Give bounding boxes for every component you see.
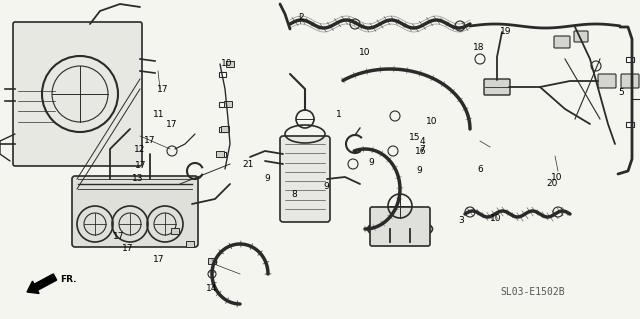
Text: 20: 20 <box>546 179 557 188</box>
FancyBboxPatch shape <box>370 207 430 246</box>
Text: 10: 10 <box>551 173 563 182</box>
Bar <box>626 56 634 62</box>
FancyBboxPatch shape <box>554 36 570 48</box>
Text: 9: 9 <box>369 158 374 167</box>
FancyBboxPatch shape <box>280 136 330 222</box>
Text: 17: 17 <box>166 120 177 129</box>
Text: 11: 11 <box>153 110 164 119</box>
Text: 9: 9 <box>265 174 270 183</box>
Text: 16: 16 <box>415 147 427 156</box>
Text: 14: 14 <box>205 284 217 293</box>
Text: 12: 12 <box>134 145 145 154</box>
Bar <box>226 61 234 67</box>
Text: 17: 17 <box>122 244 134 253</box>
Bar <box>224 101 232 107</box>
Text: 6: 6 <box>477 165 483 174</box>
Text: 1: 1 <box>337 110 342 119</box>
Bar <box>218 101 225 107</box>
Text: 8: 8 <box>292 190 297 199</box>
Text: 17: 17 <box>157 85 169 94</box>
Bar <box>216 151 224 157</box>
Text: 4: 4 <box>420 137 425 146</box>
Text: 9: 9 <box>324 182 329 191</box>
Text: 17: 17 <box>135 161 147 170</box>
Bar <box>218 152 225 157</box>
Text: 7: 7 <box>420 145 425 154</box>
Bar <box>186 241 194 247</box>
FancyBboxPatch shape <box>598 74 616 88</box>
Text: SL03-E1502B: SL03-E1502B <box>500 287 564 297</box>
Text: 5: 5 <box>618 88 623 97</box>
Text: 10: 10 <box>359 48 371 57</box>
FancyBboxPatch shape <box>574 31 588 42</box>
Text: 2: 2 <box>298 13 303 22</box>
Text: 17: 17 <box>153 256 164 264</box>
FancyBboxPatch shape <box>621 74 639 88</box>
Text: 10: 10 <box>426 117 438 126</box>
Bar <box>218 127 225 131</box>
Bar <box>626 122 634 127</box>
Text: 9: 9 <box>417 166 422 175</box>
Text: 3: 3 <box>458 216 463 225</box>
Text: 10: 10 <box>490 214 502 223</box>
Bar <box>208 258 216 264</box>
Text: 18: 18 <box>473 43 484 52</box>
Text: 15: 15 <box>409 133 420 142</box>
Text: FR.: FR. <box>60 275 77 284</box>
Text: 17: 17 <box>113 232 125 241</box>
Bar <box>221 126 229 132</box>
FancyBboxPatch shape <box>13 22 142 166</box>
Text: 13: 13 <box>132 174 143 183</box>
Text: 21: 21 <box>243 160 254 169</box>
FancyArrow shape <box>27 274 57 293</box>
Text: 17: 17 <box>144 136 156 145</box>
Bar <box>218 71 225 77</box>
Text: 19: 19 <box>500 27 511 36</box>
Text: 10: 10 <box>221 59 233 68</box>
FancyBboxPatch shape <box>484 79 510 95</box>
FancyBboxPatch shape <box>72 176 198 247</box>
Bar <box>171 228 179 234</box>
